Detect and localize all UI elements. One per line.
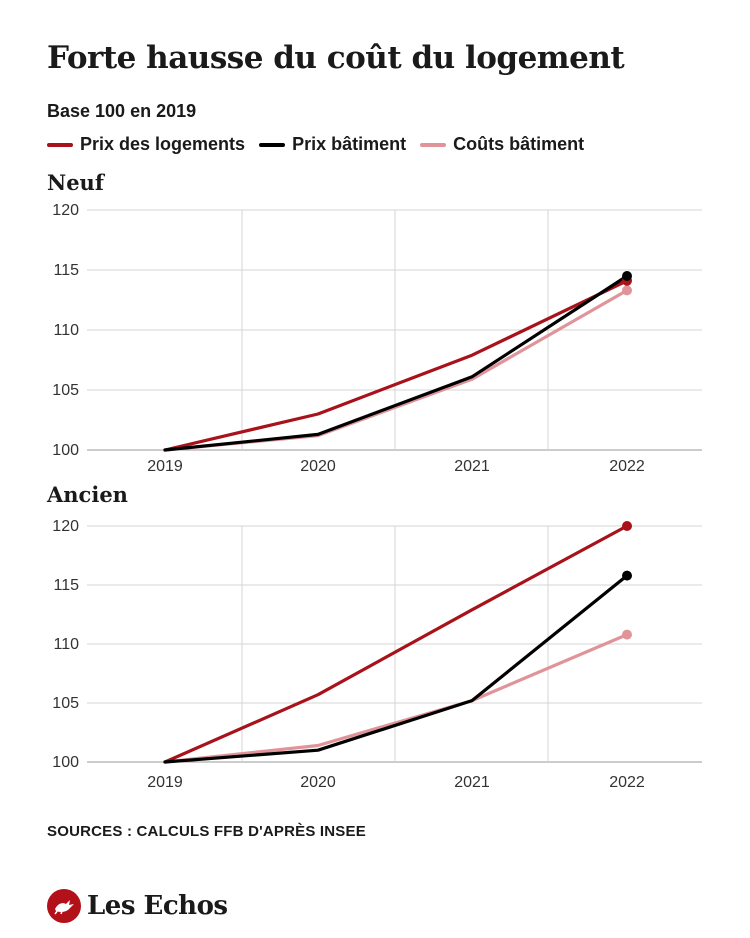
chart-panel-0: Neuf 100 105 110 115 120 2019 2020 2021 2022 [47, 170, 702, 475]
y-tick-label: 120 [52, 518, 79, 535]
series-line [163, 274, 629, 452]
y-tick-label: 105 [52, 382, 79, 399]
legend-label: Prix bâtiment [292, 134, 407, 154]
series-line [163, 632, 629, 764]
legend-label: Prix des logements [80, 134, 246, 154]
chart-title: Forte hausse du coût du logement [47, 40, 625, 76]
y-tick-label: 115 [53, 262, 79, 279]
legend-swatch [420, 142, 447, 147]
series-end-point [622, 629, 632, 640]
series-end-point [622, 521, 632, 531]
x-tick-label: 2019 [147, 458, 183, 475]
x-tick-label: 2020 [300, 458, 336, 475]
x-tick-label: 2020 [300, 774, 336, 791]
rooster-icon [54, 900, 74, 915]
series-end-point [622, 285, 632, 296]
y-tick-label: 100 [52, 754, 79, 771]
legend-swatch [259, 142, 286, 147]
x-tick-label: 2021 [454, 774, 490, 791]
series-line [163, 573, 629, 764]
legend-item-prix-batiment: Prix bâtiment [259, 134, 406, 155]
les-echos-logo: Les Echos [47, 889, 228, 923]
series-end-point [622, 271, 632, 281]
y-tick-label: 105 [52, 695, 79, 712]
chart-subtitle: Base 100 en 2019 [47, 101, 197, 121]
chart-panel-1: Ancien 100 105 110 115 120 2019 2020 2021 2022 [46, 482, 702, 791]
y-tick-label: 110 [53, 636, 79, 653]
source-note: SOURCES : CALCULS FFB D'APRÈS INSEE [47, 823, 366, 840]
panel-title: Ancien [46, 482, 128, 507]
les-echos-logo-icon [47, 889, 81, 923]
legend-item-prix-logements: Prix des logements [47, 134, 245, 155]
y-tick-label: 100 [52, 442, 79, 459]
series-line [163, 524, 629, 764]
y-tick-label: 120 [52, 202, 79, 219]
series-end-point [622, 570, 632, 581]
legend-item-couts-batiment: Coûts bâtiment [420, 134, 584, 155]
x-tick-label: 2022 [609, 774, 645, 791]
x-tick-label: 2021 [454, 458, 490, 475]
x-tick-label: 2019 [147, 774, 183, 791]
series-line [163, 279, 629, 452]
legend-swatch [47, 142, 73, 147]
panel-title: Neuf [47, 170, 106, 195]
legend: Prix des logements Prix bâtiment Coûts b… [47, 134, 598, 155]
logo-text: Les Echos [87, 891, 228, 921]
x-tick-label: 2022 [609, 458, 645, 475]
y-tick-label: 110 [53, 322, 79, 339]
legend-label: Coûts bâtiment [453, 134, 585, 154]
y-tick-label: 115 [53, 577, 79, 594]
